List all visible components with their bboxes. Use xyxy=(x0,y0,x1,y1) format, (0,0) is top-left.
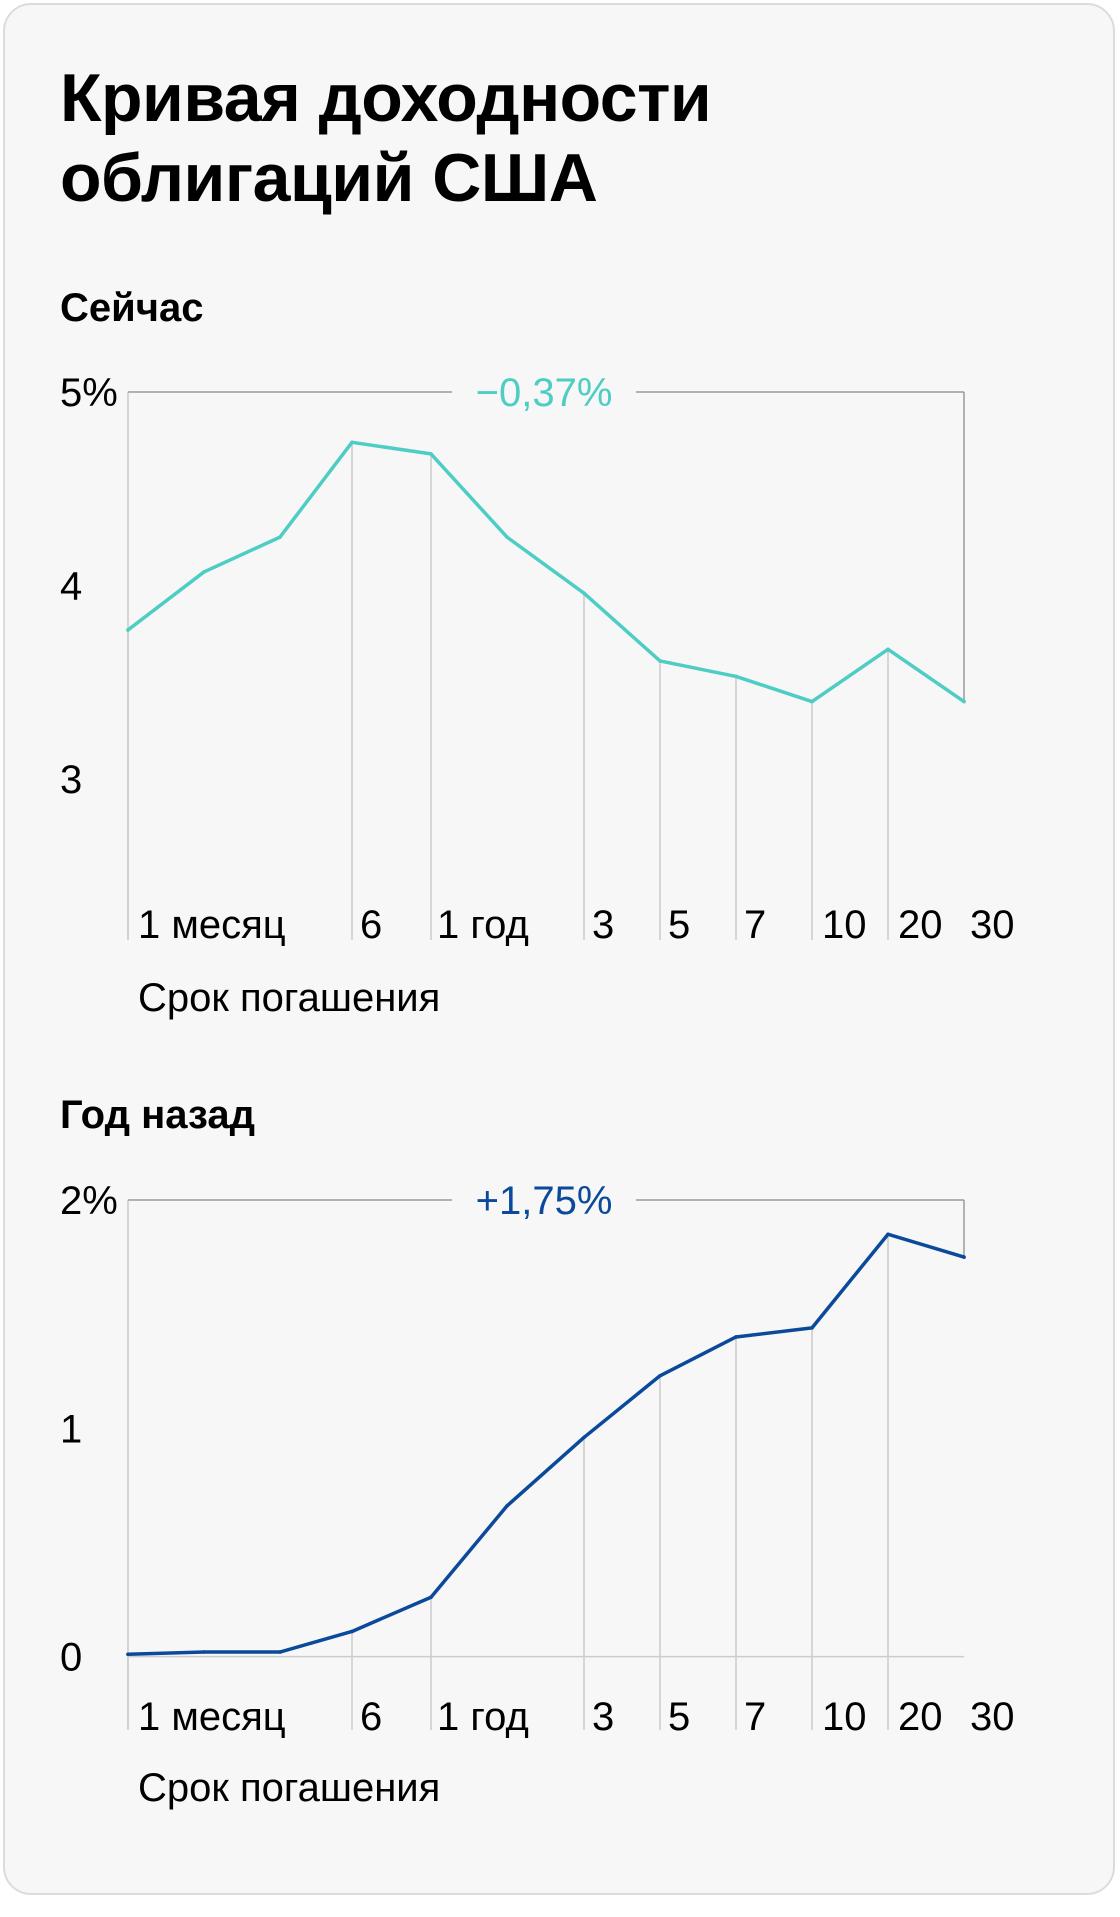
x-tick-label: 1 месяц xyxy=(138,903,286,947)
data-point xyxy=(962,1255,966,1259)
x-tick-label: 6 xyxy=(360,1695,382,1739)
x-tick-label: 30 xyxy=(970,903,1015,947)
x-tick-label: 30 xyxy=(970,1695,1015,1739)
data-point xyxy=(126,1652,130,1657)
y-tick-label: 0 xyxy=(60,1636,82,1680)
data-point xyxy=(962,699,966,704)
data-point xyxy=(582,591,586,596)
y-tick-label: 5% xyxy=(60,371,118,415)
data-point xyxy=(350,440,354,445)
data-point xyxy=(505,1504,509,1508)
x-tick-label: 1 месяц xyxy=(138,1695,286,1739)
y-tick-label: 2% xyxy=(60,1179,118,1223)
series-line xyxy=(126,1232,966,1657)
data-point xyxy=(810,699,814,704)
change-annotation: +1,75% xyxy=(476,1179,613,1223)
chart-card xyxy=(3,3,1115,1895)
y-tick-label: 3 xyxy=(60,758,82,802)
data-point xyxy=(429,1595,433,1600)
x-tick-label: 3 xyxy=(592,903,614,947)
x-tick-label: 5 xyxy=(668,1695,690,1739)
x-tick-label: 20 xyxy=(898,1695,943,1739)
data-point xyxy=(658,1373,662,1378)
data-point xyxy=(810,1326,814,1330)
data-point xyxy=(429,452,433,456)
data-point xyxy=(505,535,509,539)
x-tick-label: 10 xyxy=(822,1695,867,1739)
data-point xyxy=(734,674,738,679)
x-tick-label: 7 xyxy=(744,903,766,947)
x-tick-label: 3 xyxy=(592,1695,614,1739)
data-point xyxy=(126,628,130,632)
x-tick-label: 5 xyxy=(668,903,690,947)
page-title: Кривая доходности облигаций США xyxy=(60,60,712,216)
x-axis-title: Срок погашения xyxy=(138,976,440,1020)
change-annotation: −0,37% xyxy=(476,371,613,415)
x-axis-title: Срок погашения xyxy=(138,1766,440,1810)
data-point xyxy=(886,1232,890,1237)
data-point xyxy=(350,1629,354,1634)
x-tick-label: 1 год xyxy=(437,1695,529,1739)
x-tick-label: 6 xyxy=(360,903,382,947)
data-point xyxy=(202,1650,206,1654)
chart-year-ago-title: Год назад xyxy=(60,1093,255,1137)
data-point xyxy=(278,535,282,539)
data-point xyxy=(582,1435,586,1440)
x-tick-label: 10 xyxy=(822,903,867,947)
data-point xyxy=(202,570,206,574)
y-tick-label: 1 xyxy=(60,1407,82,1451)
x-tick-label: 1 год xyxy=(437,903,529,947)
data-point xyxy=(658,659,662,663)
data-point xyxy=(886,647,890,652)
series-line xyxy=(126,440,966,704)
chart-now: −0,37% 5% 4 3 1 месяц 6 1 год 3 5 7 10 20 30 Срок пог… xyxy=(60,371,1015,1020)
data-point xyxy=(278,1650,282,1654)
x-tick-label: 7 xyxy=(744,1695,766,1739)
y-tick-label: 4 xyxy=(60,564,82,608)
x-tick-label: 20 xyxy=(898,903,943,947)
chart-now-title: Сейчас xyxy=(60,286,204,330)
data-point xyxy=(734,1335,738,1339)
